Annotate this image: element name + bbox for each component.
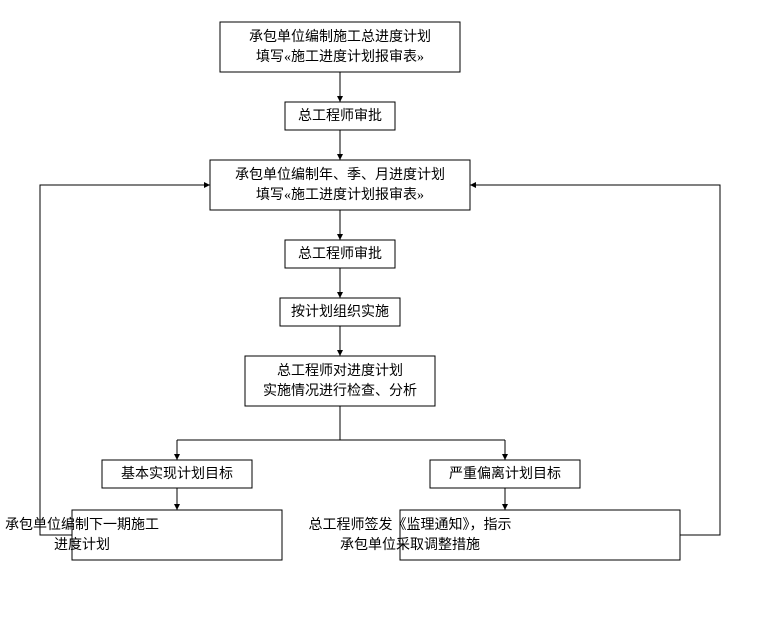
flow-node-text: 承包单位编制下一期施工: [5, 517, 159, 533]
flow-node-text: 承包单位采取调整措施: [340, 537, 480, 553]
flow-node-n1: 承包单位编制施工总进度计划填写«施工进度计划报审表»: [220, 22, 460, 72]
flow-node-text: 总工程师审批: [298, 246, 382, 262]
flow-node-n6: 总工程师对进度计划实施情况进行检查、分析: [245, 356, 435, 406]
flow-node-text: 按计划组织实施: [291, 304, 389, 320]
flow-node-text: 实施情况进行检查、分析: [263, 383, 417, 399]
flow-node-n4: 总工程师审批: [285, 240, 395, 268]
flow-node-n3: 承包单位编制年、季、月进度计划填写«施工进度计划报审表»: [210, 160, 470, 210]
flow-node-text: 承包单位编制施工总进度计划: [249, 29, 431, 45]
flow-node-n7: 基本实现计划目标: [102, 460, 252, 488]
flow-node-text: 严重偏离计划目标: [449, 465, 561, 482]
flow-node-n8: 严重偏离计划目标: [430, 460, 580, 488]
flow-node-text: 总工程师对进度计划: [277, 363, 403, 379]
flow-node-n5: 按计划组织实施: [280, 298, 400, 326]
flow-node-text: 填写«施工进度计划报审表»: [256, 187, 424, 203]
flowchart-canvas: 承包单位编制施工总进度计划填写«施工进度计划报审表»总工程师审批承包单位编制年、…: [0, 0, 760, 618]
flow-node-n10: 总工程师签发《监理通知》，指示承包单位采取调整措施: [309, 510, 681, 560]
flow-node-text: 填写«施工进度计划报审表»: [256, 49, 424, 65]
flow-node-text: 承包单位编制年、季、月进度计划: [235, 167, 445, 183]
flow-node-text: 进度计划: [54, 537, 110, 553]
flow-node-text: 基本实现计划目标: [121, 465, 233, 482]
flow-node-text: 总工程师签发《监理通知》，指示: [309, 516, 512, 533]
flow-node-n2: 总工程师审批: [285, 102, 395, 130]
flow-node-text: 总工程师审批: [298, 108, 382, 124]
